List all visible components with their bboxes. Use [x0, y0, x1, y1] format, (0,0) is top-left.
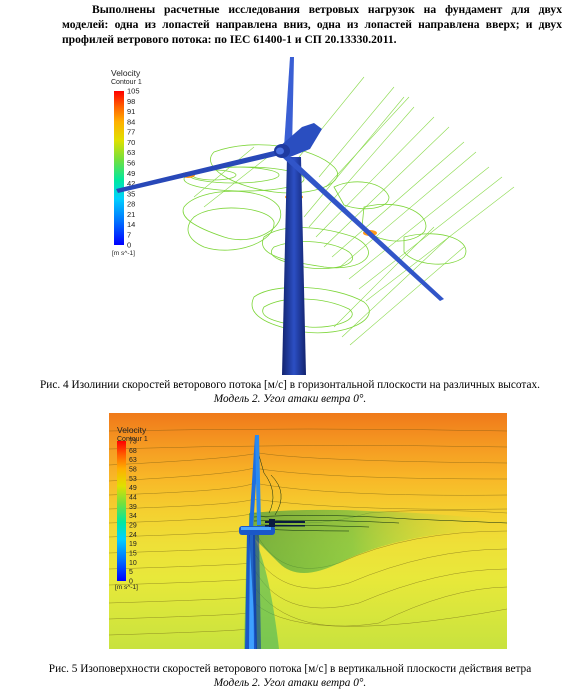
legend-tick-label: 44 [129, 494, 137, 501]
legend-tick-label: 35 [127, 189, 135, 198]
figure-2-isosurfaces: 73 68 63 58 53 49 44 39 34 29 24 19 15 10 5 0 Velocity … [109, 413, 507, 649]
contour-lines [109, 428, 507, 636]
legend-tick-label: 49 [127, 169, 135, 178]
legend-tick-label: 68 [129, 448, 137, 455]
legend-tick-label: 84 [127, 117, 135, 126]
legend-tick-label: 70 [127, 138, 135, 147]
figure-2-caption: Рис. 5 Изоповерхности скоростей веторово… [48, 663, 532, 689]
legend-tick-label: 29 [129, 522, 137, 529]
legend-title: Velocity Contour 1 [111, 68, 142, 86]
figure-1-isolines: 105 98 91 84 77 70 63 56 49 42 35 28 21 14 7 0 [104, 57, 518, 375]
legend-tick-label: 91 [127, 107, 135, 116]
intro-paragraph: Выполнены расчетные исследования ветровы… [62, 3, 562, 46]
legend-tick-label: 21 [127, 210, 135, 219]
legend-tick-label: 28 [127, 200, 135, 209]
legend-ticks: 73 68 63 58 53 49 44 39 34 29 24 19 15 10 5 0 [129, 438, 137, 585]
legend-tick-label: 7 [127, 230, 131, 239]
legend-units: [m s^-1] [115, 584, 138, 591]
legend-tick-label: 19 [129, 541, 137, 548]
legend-tick-label: 77 [127, 128, 135, 137]
legend-tick-label: 10 [129, 560, 137, 567]
legend-tick-label: 49 [129, 485, 137, 492]
legend-tick-label: 56 [127, 158, 135, 167]
legend-units: [m s^-1] [112, 250, 135, 257]
legend-tick-label: 0 [127, 241, 131, 250]
legend-colorbar [114, 91, 124, 245]
legend-tick-label: 39 [129, 504, 137, 511]
legend-tick-label: 63 [127, 148, 135, 157]
legend-colorbar [117, 441, 126, 581]
legend-tick-label: 63 [129, 457, 137, 464]
legend-tick-label: 42 [127, 179, 135, 188]
legend-tick-label: 34 [129, 513, 137, 520]
legend-tick-label: 98 [127, 97, 135, 106]
legend-tick-label: 14 [127, 220, 135, 229]
isolines [182, 144, 467, 334]
turbine-model [116, 57, 444, 375]
legend-tick-label: 105 [127, 87, 140, 96]
legend-tick-label: 24 [129, 532, 137, 539]
figure-2-canvas: 73 68 63 58 53 49 44 39 34 29 24 19 15 10 5 0 [109, 413, 507, 649]
figure-1-caption: Рис. 4 Изолинии скоростей веторового пот… [40, 379, 540, 405]
legend-tick-label: 73 [129, 438, 137, 445]
turbine-model [239, 435, 305, 649]
legend-title: Velocity Contour 1 [117, 425, 148, 443]
legend-tick-label: 0 [129, 578, 133, 585]
legend-tick-label: 15 [129, 550, 137, 557]
legend-tick-label: 5 [129, 569, 133, 576]
legend-tick-label: 53 [129, 476, 137, 483]
flow-streaks [193, 76, 515, 346]
legend-tick-label: 58 [129, 466, 137, 473]
velocity-hotspots [181, 172, 377, 322]
